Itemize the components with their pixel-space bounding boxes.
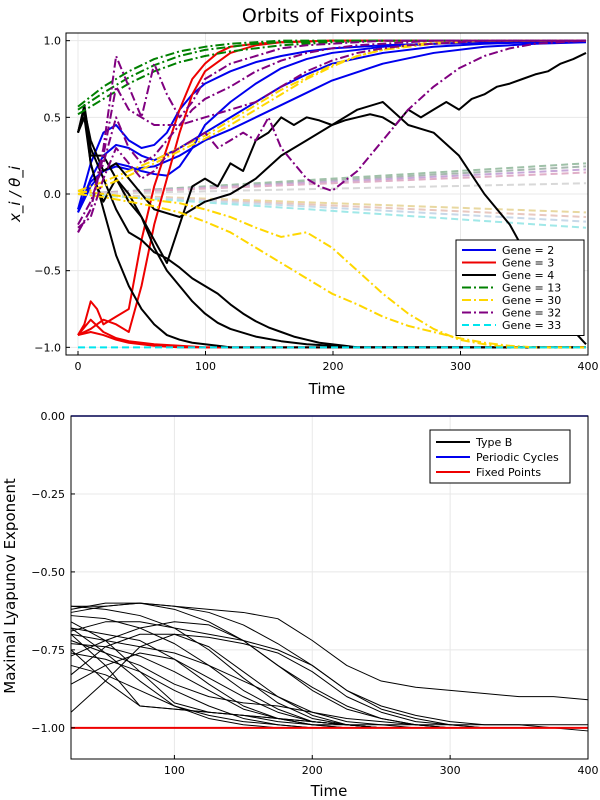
x-tick-label: 400 xyxy=(578,360,599,373)
orbit-line xyxy=(77,52,587,264)
x-tick-label: 200 xyxy=(323,360,344,373)
y-tick-label: 0.5 xyxy=(44,111,62,124)
type-b-line xyxy=(70,621,588,729)
x-tick-label: 200 xyxy=(302,764,323,777)
type-b-line xyxy=(70,605,588,729)
y-tick-label: −0.5 xyxy=(34,265,61,278)
y-tick-label: 1.0 xyxy=(44,35,62,48)
type-b-line xyxy=(70,602,588,729)
y-tick-label: 0.00 xyxy=(41,410,66,423)
x-tick-label: 300 xyxy=(440,764,461,777)
legend-label: Gene = 4 xyxy=(502,269,554,282)
x-tick-label: 100 xyxy=(164,764,185,777)
axis-ticks: 100 200 300 400 −1.00 −0.75 −0.50 −0.25 0.00 xyxy=(31,410,598,777)
background-orbit-line xyxy=(77,171,587,195)
lyapunov-exponent-chart: 100 200 300 400 −1.00 −0.75 −0.50 −0.25 0.00 Tim… xyxy=(1,410,599,800)
legend-box xyxy=(455,239,585,336)
type-b-line xyxy=(70,621,588,729)
legend-label: Gene = 13 xyxy=(502,282,561,295)
orbit-line xyxy=(77,189,586,349)
background-orbit-line xyxy=(77,193,587,229)
x-tick-label: 100 xyxy=(195,360,216,373)
orbit-line xyxy=(77,39,586,233)
chart-title: Orbits of Fixpoints xyxy=(242,5,414,27)
type-b-line xyxy=(70,615,588,729)
orbit-line xyxy=(77,39,586,116)
y-tick-label: −1.00 xyxy=(31,722,65,735)
orbit-line xyxy=(77,39,586,192)
type-b-series xyxy=(70,602,589,732)
type-b-line xyxy=(70,633,588,729)
y-tick-label: −1.0 xyxy=(34,341,61,354)
orbit-line xyxy=(77,41,587,210)
background-orbit-line xyxy=(77,168,587,195)
background-orbit-line xyxy=(77,193,587,223)
type-b-line xyxy=(71,602,589,701)
orbit-line xyxy=(77,101,587,345)
y-tick-label: −0.75 xyxy=(31,644,65,657)
orbit-line xyxy=(77,39,586,108)
legend-label: Gene = 33 xyxy=(502,319,561,332)
y-tick-label: 0.0 xyxy=(44,188,62,201)
orbit-line xyxy=(77,39,587,229)
legend-label: Gene = 3 xyxy=(502,257,554,270)
type-b-line xyxy=(70,602,588,729)
background-orbit-lines xyxy=(77,162,587,229)
legend-label: Gene = 32 xyxy=(502,307,561,320)
legend-label: Type B xyxy=(475,436,512,449)
fixpoint-orbits-chart: Orbits of Fixpoints 0 100 200 300 400 −1.0 −0.… xyxy=(6,5,599,398)
axis-ticks: 0 100 200 300 400 −1.0 −0.5 0.0 0.5 1.0 xyxy=(34,35,598,373)
legend-label: Gene = 30 xyxy=(502,294,561,307)
orbit-line xyxy=(77,39,586,226)
y-tick-label: −0.25 xyxy=(31,488,65,501)
plot-frame xyxy=(70,415,589,760)
background-orbit-line xyxy=(77,162,587,195)
background-orbit-line xyxy=(77,193,587,214)
orbit-line xyxy=(77,39,587,213)
legend: Type B Periodic Cycles Fixed Points xyxy=(429,429,571,484)
x-tick-label: 300 xyxy=(450,360,471,373)
y-axis-label: Maximal Lyapunov Exponent xyxy=(1,478,19,694)
background-orbit-line xyxy=(77,182,587,195)
background-orbit-line xyxy=(77,193,587,218)
orbit-line xyxy=(77,39,586,233)
background-orbit-line xyxy=(77,165,587,195)
x-tick-label: 0 xyxy=(75,360,82,373)
y-tick-label: −0.50 xyxy=(31,566,65,579)
legend-label: Periodic Cycles xyxy=(476,451,559,464)
legend-label: Gene = 2 xyxy=(502,244,554,257)
orbit-series xyxy=(77,39,587,349)
y-axis-label: x_i / θ_i xyxy=(6,165,25,223)
x-axis-label: Time xyxy=(308,380,346,398)
orbit-line xyxy=(77,193,586,349)
x-tick-label: 400 xyxy=(578,764,599,777)
x-axis-label: Time xyxy=(310,782,348,800)
orbit-line xyxy=(77,39,586,111)
type-b-line xyxy=(70,649,588,726)
legend-label: Fixed Points xyxy=(476,466,541,479)
